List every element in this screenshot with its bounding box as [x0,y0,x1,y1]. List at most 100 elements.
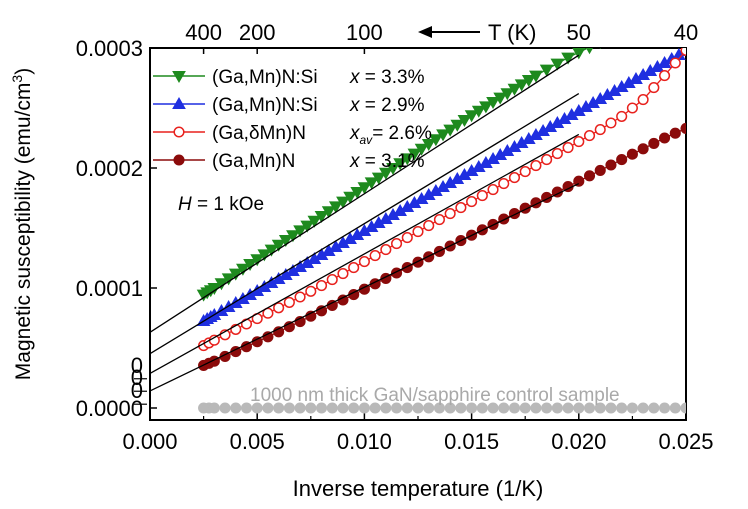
data-point [273,302,285,314]
data-point [648,82,660,94]
data-point [508,172,521,184]
top-tick-label: 200 [239,20,276,45]
top-tick-label: 50 [567,20,591,45]
legend-label: (Ga,Mn)N [212,151,295,172]
data-point [421,139,436,152]
y-tick-label: 0.0003 [76,36,143,61]
data-point [400,153,415,166]
data-point [401,232,413,244]
data-point [541,402,553,414]
data-point [283,296,295,308]
data-point [436,129,450,142]
data-point [637,402,649,414]
data-point [539,64,554,77]
data-point [293,225,307,238]
data-point [583,170,596,182]
x-tick-label: 0.020 [551,429,606,454]
data-point [659,402,671,414]
data-point [412,256,424,268]
data-point [616,154,628,166]
y-tick-label: 0.0001 [76,276,143,301]
data-point [573,175,585,187]
data-point [337,268,349,280]
data-point [273,402,285,414]
data-point [479,101,493,114]
data-point [669,402,681,414]
data-point [659,70,671,82]
data-point [626,148,638,160]
data-point [230,402,242,414]
data-point [594,164,606,176]
data-point [172,71,186,84]
data-point [173,126,185,138]
data-point [407,148,422,161]
data-point [173,154,185,166]
data-point [594,124,606,136]
data-point [455,402,467,414]
legend-value: x = 2.9% [349,95,425,116]
data-point [326,402,338,414]
fit-line [149,133,580,375]
data-point [305,402,317,414]
top-tick-label: 40 [674,20,698,45]
data-point [626,24,638,35]
fit-line [149,93,580,355]
data-point [550,58,565,71]
data-series [196,24,638,302]
data-point [599,48,601,50]
data-point [337,402,349,414]
data-point [583,402,596,414]
data-point [348,402,360,414]
offset-zero-label: 0 [131,365,143,390]
data-point [243,259,257,272]
data-point [572,48,586,60]
top-axis-title: T (K) [488,20,536,45]
data-point [500,88,515,101]
top-axis-arrow-head [418,26,432,38]
data-point [573,136,585,148]
data-point [680,122,686,134]
data-point [514,79,529,92]
data-point [476,190,488,202]
data-point [286,230,300,243]
data-point [326,274,338,286]
data-point [457,115,472,128]
data-point [616,29,628,40]
data-point [519,166,531,178]
control-sample-annotation: 1000 nm thick GaN/sapphire control sampl… [250,385,620,406]
data-point [573,402,585,414]
x-tick-label: 0.005 [230,429,285,454]
data-point [519,402,531,414]
data-point [541,154,553,166]
data-point [358,256,370,268]
data-point [498,213,510,225]
data-point [637,94,649,106]
legend-value: x = 3.1% [349,151,425,172]
data-point [433,402,445,414]
fit-line [149,54,580,333]
data-point [637,143,649,155]
y-tick-label: 0.0000 [76,396,143,421]
data-point [315,280,328,292]
legend-label: (Ga,Mn)N:Si [212,67,318,88]
data-point [433,214,445,226]
data-point [369,250,381,262]
data-point [336,196,350,209]
data-point [487,184,499,196]
data-point [487,402,499,414]
data-point [262,402,274,414]
data-series [198,48,686,352]
x-tick-label: 0.025 [658,429,713,454]
data-point [486,97,500,110]
y-axis-title: Magnetic susceptibility (emu/cm3) [9,68,35,380]
data-point [476,402,488,414]
data-point [278,235,293,248]
data-point [350,187,365,200]
data-point [251,402,263,414]
legend-value: xav= 2.6% [349,123,432,147]
data-point [401,402,413,414]
data-point [369,402,381,414]
data-point [508,402,521,414]
